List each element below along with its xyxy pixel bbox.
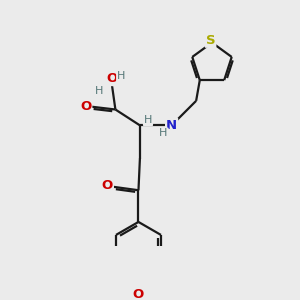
Text: O: O [133, 288, 144, 300]
Text: S: S [206, 34, 215, 47]
Text: H: H [95, 86, 104, 96]
Text: O: O [106, 72, 118, 85]
Text: O: O [102, 179, 113, 192]
Text: N: N [166, 119, 177, 132]
Text: H: H [117, 71, 125, 81]
Text: H: H [159, 128, 168, 138]
Text: H: H [144, 115, 152, 125]
Text: O: O [80, 100, 91, 112]
